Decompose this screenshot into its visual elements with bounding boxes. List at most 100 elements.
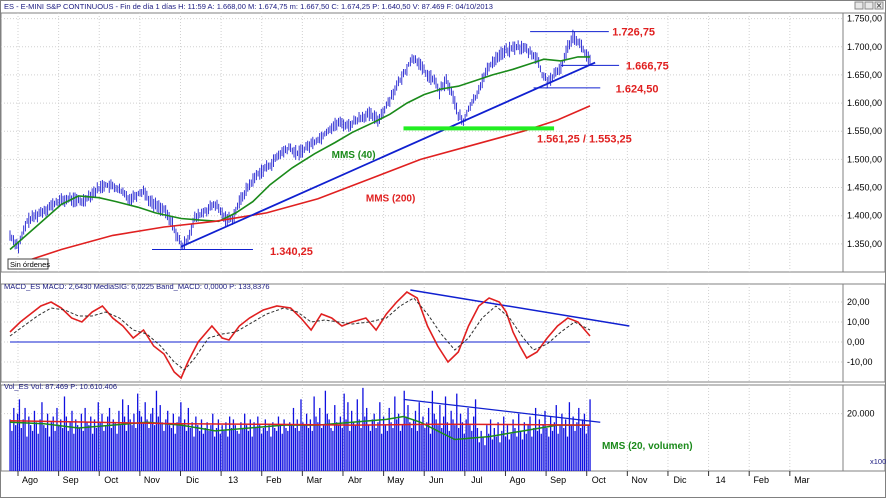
volume-bar <box>82 430 84 471</box>
volume-bar <box>88 425 90 471</box>
volume-bar <box>574 430 576 471</box>
month-label: Nov <box>631 475 648 485</box>
volume-bar <box>123 416 126 471</box>
volume-annotation: MMS (20, volumen) <box>602 441 693 452</box>
volume-bar <box>382 416 385 471</box>
volume-bar <box>28 416 30 471</box>
price-support-line[interactable] <box>180 61 596 248</box>
volume-bar <box>572 416 574 471</box>
volume-bar <box>429 433 432 471</box>
month-label: Jun <box>429 475 444 485</box>
volume-bar <box>189 428 191 471</box>
volume-bar <box>426 422 428 471</box>
volume-bar <box>253 422 255 471</box>
volume-bar <box>274 428 276 471</box>
volume-bar <box>304 425 306 471</box>
volume-bar <box>489 419 492 471</box>
volume-bar <box>495 436 497 471</box>
volume-bar <box>251 436 253 471</box>
volume-bar <box>229 416 231 471</box>
volume-bar <box>108 407 111 471</box>
volume-bar <box>91 433 94 471</box>
month-label: Feb <box>753 475 769 485</box>
volume-bar <box>311 430 313 471</box>
month-label: 13 <box>228 475 238 485</box>
volume-bar <box>146 419 148 471</box>
volume-bar <box>296 419 298 471</box>
macd-resistance[interactable] <box>410 289 630 327</box>
volume-bar <box>538 419 541 471</box>
minimize-button[interactable] <box>854 1 864 10</box>
price-y-tick-label: 1.400,00 <box>847 211 882 221</box>
volume-bar <box>493 428 495 471</box>
volume-bar <box>210 425 212 471</box>
volume-header: Vol_ES Vol: 87.469 P: 10.610.406 <box>4 382 117 391</box>
volume-bar <box>411 428 413 471</box>
volume-bar <box>187 407 190 471</box>
volume-bar <box>259 425 261 471</box>
volume-bar <box>202 433 205 471</box>
volume-bar <box>76 425 79 471</box>
month-label: Sep <box>63 475 79 485</box>
volume-bar <box>197 425 199 471</box>
volume-bar <box>401 425 403 471</box>
volume-bar <box>351 410 353 471</box>
month-label: Ago <box>509 475 525 485</box>
volume-bar <box>105 425 107 471</box>
window-controls[interactable] <box>854 1 884 10</box>
volume-bar <box>544 410 546 471</box>
volume-bar <box>133 413 135 471</box>
volume-bar <box>95 428 98 471</box>
volume-resistance-line[interactable] <box>403 398 601 423</box>
macd-plot-area <box>0 283 844 383</box>
volume-bar <box>559 425 561 471</box>
volume-bar <box>15 425 17 471</box>
volume-bar <box>78 428 81 471</box>
volume-bar <box>300 399 302 471</box>
volume-bar <box>484 445 486 471</box>
restore-button[interactable] <box>864 1 874 10</box>
volume-bar <box>168 425 171 471</box>
price-plot-area <box>0 12 844 273</box>
status-tag-box[interactable] <box>7 258 49 270</box>
price-annotation: 1.666,75 <box>626 60 669 72</box>
volume-bar <box>533 428 535 471</box>
volume-bar <box>206 422 208 471</box>
volume-bar <box>412 419 415 471</box>
volume-bar <box>568 402 571 471</box>
volume-bar <box>465 419 467 471</box>
volume-bar <box>488 433 490 471</box>
volume-bar <box>553 422 556 471</box>
volume-bar <box>167 410 169 471</box>
volume-bar <box>37 433 39 471</box>
volume-bar <box>437 425 439 471</box>
volume-bar <box>107 416 109 471</box>
price-y-tick-label: 1.600,00 <box>847 98 882 108</box>
volume-bar <box>510 433 512 471</box>
volume-bar <box>20 428 22 471</box>
volume-bar <box>270 436 272 471</box>
volume-bar <box>13 407 15 471</box>
volume-bar <box>45 428 47 471</box>
volume-bar <box>219 433 221 471</box>
volume-bar <box>97 402 99 471</box>
macd-signal-line <box>9 297 591 371</box>
volume-bar <box>583 413 586 471</box>
volume-bar <box>444 396 447 471</box>
volume-bar <box>213 436 216 471</box>
volume-bar <box>58 425 60 471</box>
volume-bar <box>272 422 274 471</box>
volume-bar <box>217 419 220 471</box>
volume-bar <box>431 390 434 471</box>
volume-bar <box>416 430 419 471</box>
volume-bar <box>93 419 96 471</box>
volume-bar <box>501 430 503 471</box>
month-label: Oct <box>104 475 119 485</box>
volume-bar <box>478 442 480 471</box>
status-tag[interactable]: Sin órdenes <box>10 260 50 269</box>
volume-bar <box>11 430 13 471</box>
volume-bar <box>420 425 422 471</box>
volume-bar <box>84 407 86 471</box>
volume-bar <box>204 428 206 471</box>
price-annotation: 1.726,75 <box>612 27 655 39</box>
